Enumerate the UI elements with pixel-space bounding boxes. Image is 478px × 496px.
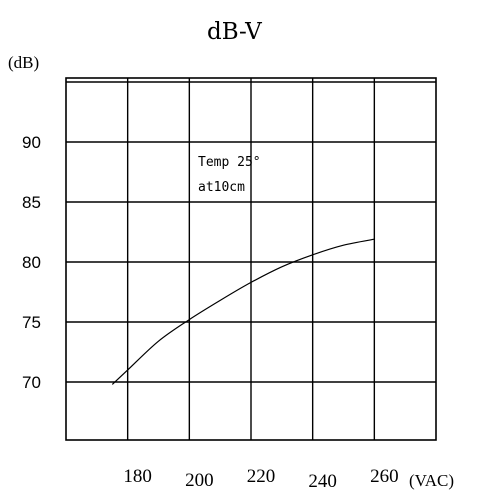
x-tick-label: 200 xyxy=(185,470,214,491)
annotation-line-2: at10cm xyxy=(198,180,245,195)
chart-title: dB-V xyxy=(207,19,262,45)
x-tick-label: 220 xyxy=(247,466,276,487)
x-axis-label: (VAC) xyxy=(409,471,454,490)
grid xyxy=(66,78,436,440)
x-tick-labels: 180 200 220 240 260 xyxy=(123,466,398,492)
y-tick-label: 80 xyxy=(22,253,41,272)
y-tick-label: 85 xyxy=(22,193,41,212)
y-tick-label: 70 xyxy=(22,373,41,392)
annotation-line-1: Temp 25° xyxy=(198,155,261,170)
y-axis-label: (dB) xyxy=(8,53,39,72)
plot-frame xyxy=(65,77,437,441)
x-tick-label: 180 xyxy=(123,466,152,487)
x-tick-label: 260 xyxy=(370,466,399,487)
y-tick-labels: 70 75 80 85 90 xyxy=(22,133,41,392)
y-tick-label: 90 xyxy=(22,133,41,152)
series-line xyxy=(111,238,375,385)
x-tick-label: 240 xyxy=(308,471,337,492)
y-tick-label: 75 xyxy=(22,313,41,332)
